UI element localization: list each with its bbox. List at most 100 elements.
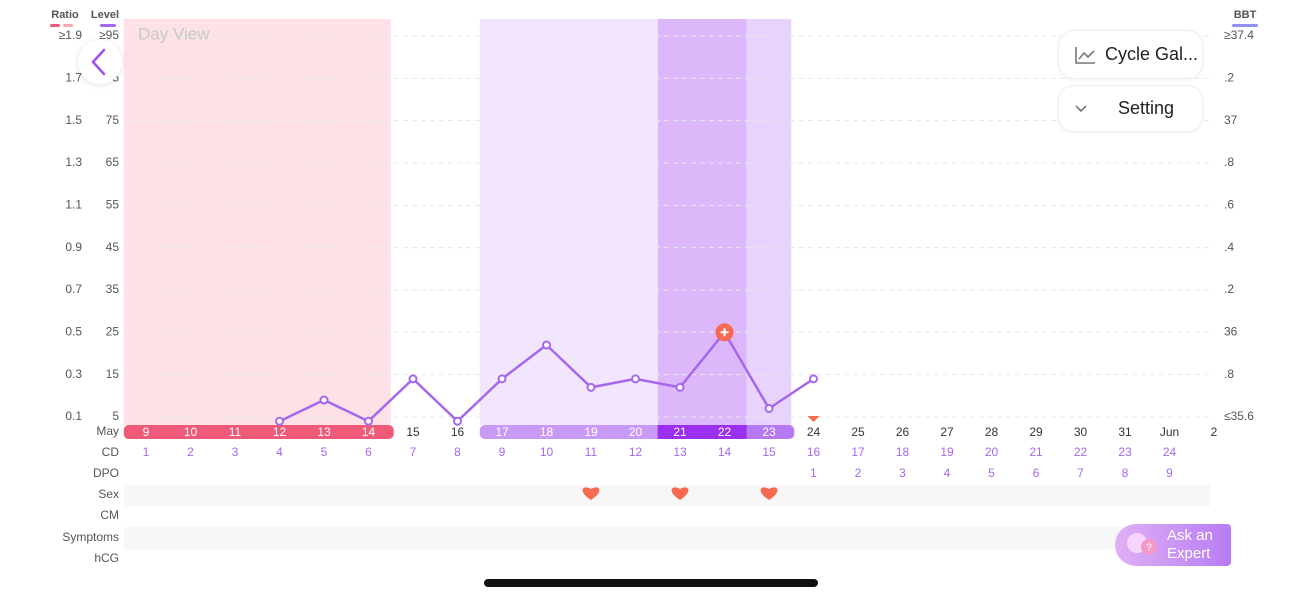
level-point <box>631 374 640 384</box>
date-label: 9 <box>143 425 150 439</box>
cd-label: 23 <box>1118 445 1132 459</box>
level_ticks-label: 65 <box>106 155 120 169</box>
bbt-title: BBT <box>1234 9 1257 21</box>
cd-label: 20 <box>985 445 999 459</box>
row-title: CM <box>100 508 119 522</box>
level-point <box>764 404 774 414</box>
cycle-label: Cycle Gal... <box>1105 44 1199 64</box>
ratio_ticks-label: ≥1.9 <box>59 28 83 42</box>
cd-label: 1 <box>143 445 150 459</box>
bbt_ticks-label: .2 <box>1224 282 1234 296</box>
back-icon <box>91 48 106 76</box>
plot: 9 10 11 12 13 14 15 16 17 18 19 20 21 22 23 24 25 26 27 28 2… <box>123 323 1218 500</box>
date-pill <box>746 425 795 439</box>
ratio_ticks-label: 0.3 <box>65 367 82 381</box>
date-pill <box>746 425 757 439</box>
sex-heart <box>760 487 778 500</box>
date-label: 17 <box>495 425 509 439</box>
level-point <box>319 395 329 405</box>
date-label: 25 <box>851 425 865 439</box>
cd-label: 16 <box>807 445 821 459</box>
sex-heart <box>582 487 600 500</box>
date-label: 30 <box>1074 425 1088 439</box>
date-label: 29 <box>1029 425 1043 439</box>
level_ticks-label: ≥95 <box>99 28 119 42</box>
dpo-label: 5 <box>988 466 995 480</box>
ratio_ticks-label: 1.7 <box>65 71 82 85</box>
level-title: Level <box>91 9 119 21</box>
level-point <box>542 340 551 350</box>
cd-label: 24 <box>1163 445 1177 459</box>
cd-label: 17 <box>851 445 865 459</box>
date-label: 2 <box>1211 425 1218 439</box>
date-label: 24 <box>807 425 821 439</box>
svg-text:?: ? <box>1146 543 1152 554</box>
date-label: 22 <box>718 425 732 439</box>
date-pill <box>647 425 658 439</box>
sex-heart <box>671 487 689 500</box>
bbt_ticks-label: .8 <box>1224 155 1234 169</box>
setting-icon <box>1075 104 1087 112</box>
cd-label: 15 <box>762 445 776 459</box>
level_ticks-label: 25 <box>106 324 120 338</box>
cd-label: 8 <box>454 445 461 459</box>
bbt_ticks-label: .4 <box>1224 240 1234 254</box>
row-title: Symptoms <box>62 530 119 544</box>
level-swatch <box>100 24 116 27</box>
ratio_ticks-label: 0.7 <box>65 282 82 296</box>
cycle-button[interactable]: Cycle Gal... <box>1058 30 1203 79</box>
level-point <box>675 382 685 392</box>
ratio_ticks-label: 1.3 <box>65 155 82 169</box>
cd-label: 7 <box>410 445 417 459</box>
dpo-label: 1 <box>810 466 817 480</box>
level_ticks-label: 45 <box>106 240 120 254</box>
cd-label: 11 <box>585 445 598 459</box>
level-point <box>408 374 418 384</box>
bbt_ticks-label: ≥37.4 <box>1224 28 1254 42</box>
date-pill <box>736 425 747 439</box>
bbt-swatch <box>1232 24 1258 27</box>
date-label: 31 <box>1118 425 1132 439</box>
bbt_ticks-label: .2 <box>1224 71 1234 85</box>
cd-label: 14 <box>718 445 732 459</box>
date-pill <box>657 425 747 439</box>
cd-label: 21 <box>1029 445 1043 459</box>
dpo-label: 3 <box>899 466 906 480</box>
level-point <box>809 374 818 384</box>
date-label: 15 <box>406 425 420 439</box>
date-label: 21 <box>673 425 687 439</box>
ratio-swatch <box>63 24 73 27</box>
cd-label: 3 <box>232 445 239 459</box>
home-indicator <box>484 579 818 587</box>
date-label: 18 <box>540 425 554 439</box>
ratio_ticks-label: 1.5 <box>65 113 82 127</box>
grid: ≥1.91.71.51.31.10.90.70.50.30.1≥95857565… <box>59 28 1255 423</box>
date-label: 20 <box>629 425 643 439</box>
date-pill <box>657 425 668 439</box>
bbt_ticks-label: 36 <box>1224 324 1238 338</box>
dpo-label: 6 <box>1033 466 1040 480</box>
row-title: Sex <box>98 487 119 501</box>
level_ticks-label: 5 <box>112 409 119 423</box>
cd-label: 19 <box>940 445 954 459</box>
dpo-label: 2 <box>855 466 862 480</box>
date-label: 14 <box>362 425 376 439</box>
bbt_ticks-label: 37 <box>1224 113 1238 127</box>
ratio_ticks-label: 0.9 <box>65 240 82 254</box>
expert-button[interactable]: ? Ask an Expert <box>1115 524 1231 566</box>
date-label: 23 <box>762 425 776 439</box>
ratio_ticks-label: 1.1 <box>65 197 82 211</box>
phase-band <box>123 19 391 425</box>
date-pill <box>479 425 658 439</box>
level_ticks-label: 75 <box>106 113 120 127</box>
cd-label: 12 <box>629 445 643 459</box>
row-bg <box>124 527 1210 549</box>
expert-icon: ? <box>1127 533 1157 555</box>
cycle-icon <box>1075 46 1095 64</box>
setting-button[interactable]: Setting <box>1058 85 1203 132</box>
date-label: 13 <box>317 425 331 439</box>
back-button[interactable] <box>78 40 122 84</box>
rows: May CD DPO Sex CM Symptoms hCG <box>62 424 1210 565</box>
